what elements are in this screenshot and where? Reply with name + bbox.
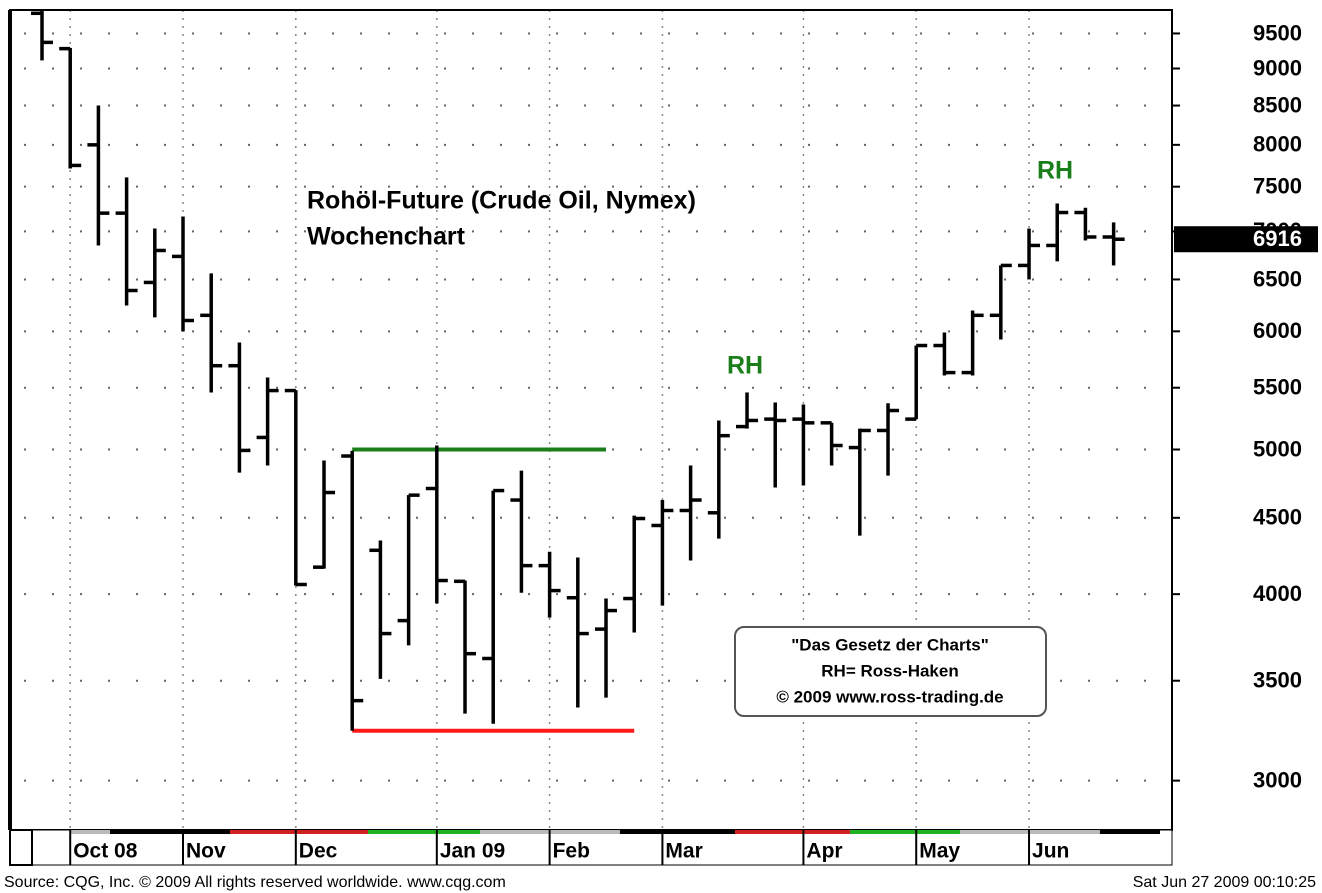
y-tick-label: 4500	[1253, 505, 1302, 530]
x-tick-label: Jun	[1032, 840, 1069, 863]
y-tick-label: 8000	[1253, 132, 1302, 157]
x-tick-label: Nov	[186, 840, 226, 863]
last-price-label: 6916	[1253, 226, 1302, 251]
y-tick-label: 4000	[1253, 581, 1302, 606]
info-box-text: "Das Gesetz der Charts"	[791, 635, 989, 654]
period-band	[620, 830, 735, 834]
y-tick-label: 5500	[1253, 375, 1302, 400]
timestamp: Sat Jun 27 2009 00:10:25	[1133, 874, 1316, 891]
x-tick-label: May	[919, 840, 960, 863]
y-tick-label: 6500	[1253, 266, 1302, 291]
last-price: 6916	[1174, 226, 1318, 253]
x-tick-label: Dec	[299, 840, 338, 863]
y-tick-label: 9000	[1253, 55, 1302, 80]
info-box	[734, 626, 1047, 717]
period-band	[110, 830, 230, 834]
period-band	[735, 830, 850, 834]
y-tick-label: 8500	[1253, 92, 1302, 117]
info-box-text: © 2009 www.ross-trading.de	[776, 687, 1003, 706]
x-tick-label: Feb	[553, 840, 590, 863]
chart-title: Rohöl-Future (Crude Oil, Nymex)	[307, 187, 696, 215]
x-axis-corner	[9, 829, 33, 866]
x-tick-label: Oct 08	[73, 840, 138, 863]
axes: 3000350040004500500055006000650070007500…	[69, 20, 1302, 865]
period-band	[850, 830, 960, 834]
marks	[31, 10, 1125, 733]
y-tick-label: 7500	[1253, 173, 1302, 198]
y-tick-label: 3500	[1253, 668, 1302, 693]
chart-subtitle: Wochenchart	[307, 223, 466, 251]
period-band	[70, 830, 110, 834]
x-tick-label: Apr	[806, 840, 842, 863]
x-tick-label: Mar	[665, 840, 702, 863]
annotation: RH	[727, 352, 763, 380]
info-box-text: RH= Ross-Haken	[821, 661, 958, 680]
period-band	[230, 830, 368, 834]
source: Source: CQG, Inc. © 2009 All rights rese…	[4, 874, 506, 891]
y-tick-label: 9500	[1253, 20, 1302, 45]
last-price-box	[1174, 226, 1318, 253]
y-tick-label: 6000	[1253, 318, 1302, 343]
y-tick-label: 5000	[1253, 436, 1302, 461]
annotation: RH	[1037, 157, 1073, 185]
period-band	[368, 830, 480, 834]
x-axis-strip	[9, 829, 1173, 866]
y-tick-label: 3000	[1253, 767, 1302, 792]
period-band	[1100, 830, 1160, 834]
x-tick-label: Jan 09	[440, 840, 505, 863]
